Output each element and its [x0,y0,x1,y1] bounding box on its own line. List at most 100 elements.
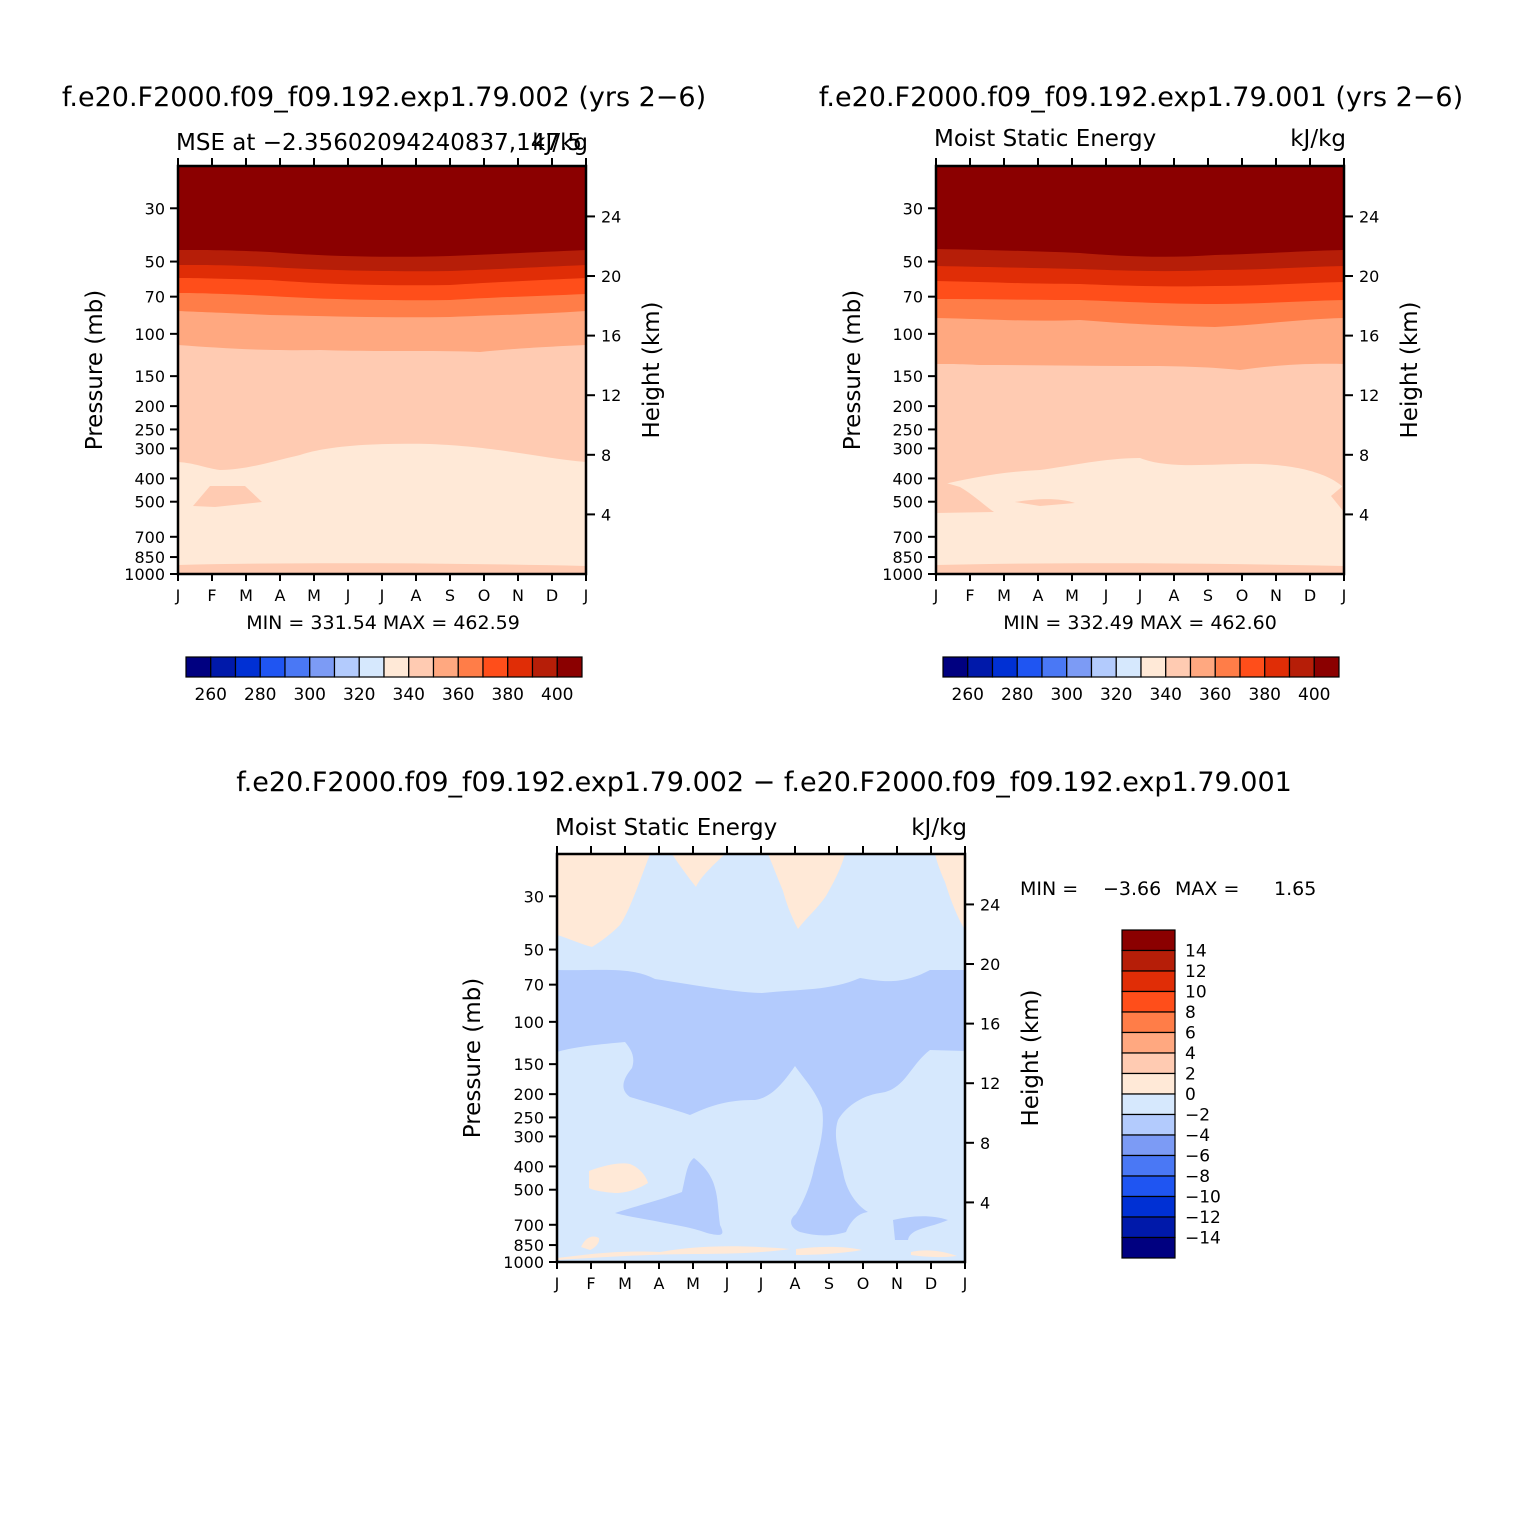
y-right-tick-label: 8 [980,1134,990,1153]
colorbar-swatch [234,656,261,678]
y-right-tick-label: 16 [601,327,621,346]
colorbar-swatch [1165,656,1192,678]
y-right-tick-label: 24 [1359,207,1379,226]
x-tick-label: S [445,586,455,605]
colorbar-swatch [1121,1093,1176,1116]
y-tick-label: 50 [145,253,165,272]
panel-difference: J F M A M J J A S O N D J305070100150200250300400500… [460,815,1316,1293]
y-right-tick-label: 16 [980,1015,1000,1034]
y-tick-label: 200 [134,397,165,416]
x-tick-label: J [724,1274,730,1293]
y-right-tick-label: 8 [601,446,611,465]
y-tick-label: 850 [513,1236,544,1255]
colorbar-label: 4 [1185,1044,1196,1064]
y-tick-label: 50 [903,253,923,272]
subtitle-left: MSE at −2.35602094240837,147.5 [176,130,582,156]
y-tick-label: 850 [892,548,923,567]
y-right-tick-label: 12 [601,386,621,405]
contour-fill-difference [557,854,965,1262]
colorbar-label: −8 [1185,1167,1210,1187]
colorbar-swatch [1121,1195,1176,1218]
y-right-tick-label: 24 [980,895,1000,914]
units-left: kJ/kg [532,130,588,156]
colorbar-label: −4 [1185,1126,1210,1146]
min-label-difference: MIN = [1020,878,1078,900]
x-tick-label: N [512,586,524,605]
y-tick-label: 1000 [124,565,165,584]
x-tick-label: J [962,1274,968,1293]
ylabel-right-difference: Height (km) [1018,989,1044,1126]
colorbar-label: 10 [1185,983,1207,1003]
colorbar-swatch [1214,656,1241,678]
colorbar-swatch [1313,656,1340,678]
x-tick-label: J [175,586,181,605]
colorbar-swatch [1264,656,1291,678]
y-right-tick-label: 4 [601,505,611,524]
colorbar-label: 400 [541,685,573,705]
colorbar-label: 2 [1185,1065,1196,1085]
y-tick-label: 700 [513,1216,544,1235]
x-tick-label: F [207,586,216,605]
colorbar-label: 300 [294,685,326,705]
x-tick-label: S [824,1274,834,1293]
colorbar-swatch [408,656,435,678]
y-tick-label: 70 [524,976,544,995]
x-tick-label: F [586,1274,595,1293]
colorbar-swatch [1016,656,1043,678]
ylabel-right-right: Height (km) [1397,301,1423,438]
ylabel-difference: Pressure (mb) [460,978,486,1138]
max-label-difference: MAX = [1175,878,1239,900]
contour-fill-left [178,166,586,574]
y-tick-label: 400 [892,469,923,488]
colorbar-swatch [967,656,994,678]
x-tick-label: S [1203,586,1213,605]
ylabel-left: Pressure (mb) [82,290,108,450]
subtitle-difference: Moist Static Energy [555,815,777,841]
subtitle-right: Moist Static Energy [934,126,1156,152]
x-tick-label: D [1304,586,1316,605]
colorbar-swatch [1121,1175,1176,1198]
colorbar-swatch [1121,970,1176,993]
y-tick-label: 150 [513,1055,544,1074]
y-tick-label: 700 [892,528,923,547]
y-right-tick-label: 24 [601,207,621,226]
y-tick-label: 250 [892,420,923,439]
y-tick-label: 400 [513,1157,544,1176]
colorbar-label: 14 [1185,942,1207,962]
colorbar-swatch [1121,1072,1176,1095]
title-left-panel: f.e20.F2000.f09_f09.192.exp1.79.002 (yrs… [62,82,706,113]
x-tick-label: J [1137,586,1143,605]
y-right-tick-label: 8 [1359,446,1369,465]
colorbar-label: 360 [442,685,474,705]
colorbar-left: 260 280 300 320 340 360 380 400 [185,656,583,705]
colorbar-swatch [1121,1236,1176,1259]
colorbar-swatch [1121,1031,1176,1054]
y-tick-label: 500 [513,1181,544,1200]
colorbar-swatch [942,656,969,678]
colorbar-swatch [1239,656,1266,678]
colorbar-swatch [507,656,534,678]
colorbar-swatch [1140,656,1167,678]
colorbar-swatch [1121,990,1176,1013]
colorbar-swatch [1121,1216,1176,1239]
x-tick-label: J [1103,586,1109,605]
x-tick-label: J [1341,586,1347,605]
colorbar-label: −6 [1185,1147,1210,1167]
x-tick-label: N [1270,586,1282,605]
x-tick-label: O [857,1274,870,1293]
contour-fill-right [936,166,1344,574]
y-right-tick-label: 4 [1359,505,1369,524]
colorbar-label: −14 [1185,1229,1221,1249]
x-tick-label: A [411,586,422,605]
y-right-tick-label: 16 [1359,327,1379,346]
colorbar-swatch [432,656,459,678]
y-tick-label: 100 [513,1013,544,1032]
colorbar-swatch [1121,949,1176,972]
x-tick-label: M [307,586,321,605]
x-tick-label: M [1065,586,1079,605]
x-tick-label: A [790,1274,801,1293]
